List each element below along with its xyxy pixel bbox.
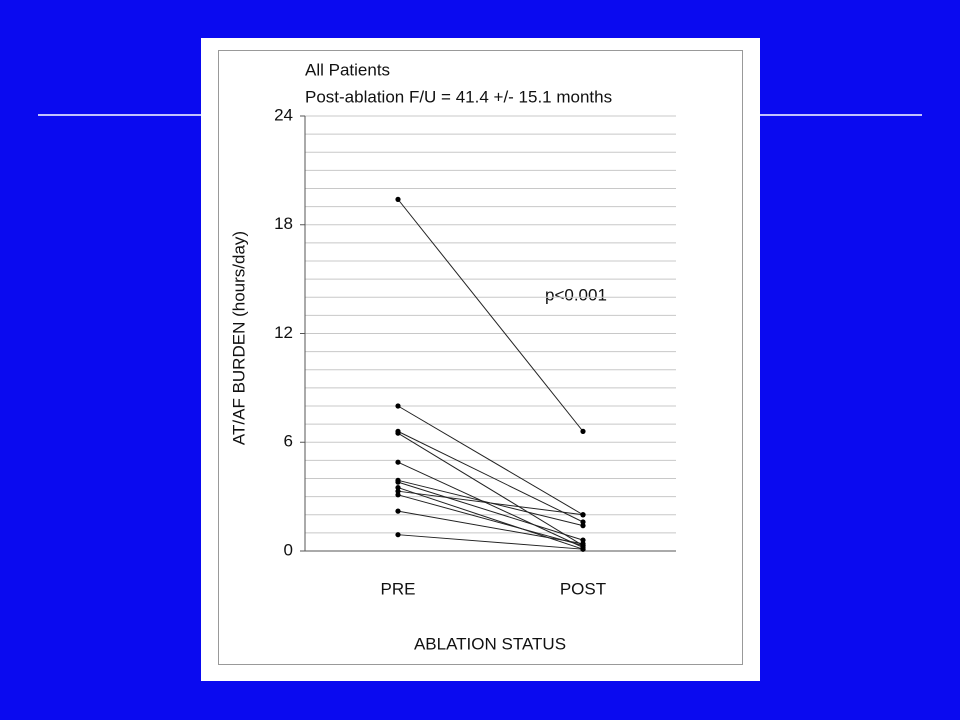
data-point [580, 512, 586, 518]
patient-line [397, 405, 584, 516]
y-tick-label: 18 [274, 214, 293, 233]
patient-line [397, 199, 584, 432]
patient-line [397, 510, 584, 545]
data-point [580, 523, 586, 529]
data-point [395, 430, 401, 436]
data-point [395, 488, 401, 494]
data-point [580, 428, 586, 434]
data-point [395, 532, 401, 538]
data-point [580, 546, 586, 552]
data-point [580, 537, 586, 543]
y-tick-label: 0 [284, 540, 293, 559]
patient-line [397, 487, 584, 550]
data-point [395, 508, 401, 514]
data-point [395, 484, 401, 491]
y-tick-label: 6 [284, 432, 293, 451]
y-axis-label: AT/AF BURDEN (hours/day) [229, 231, 248, 445]
x-axis-label: ABLATION STATUS [414, 634, 566, 653]
patient-line [397, 481, 584, 541]
x-tick-label: PRE [381, 579, 416, 598]
data-point [395, 196, 401, 202]
x-tick-label: POST [560, 579, 606, 598]
patient-line [397, 534, 584, 550]
patient-line [397, 461, 584, 548]
data-point [580, 519, 586, 525]
patient-line [397, 490, 584, 516]
chart-title: All Patients [305, 60, 390, 79]
patient-line [397, 432, 584, 546]
annotation: p<0.001 [545, 285, 607, 304]
patient-line [397, 430, 584, 523]
data-point [395, 492, 401, 498]
chart: All Patients Post-ablation F/U = 41.4 +/… [229, 60, 676, 653]
y-tick-label: 24 [274, 105, 293, 124]
data-point [395, 403, 401, 409]
data-point [580, 541, 586, 547]
chart-subtitle: Post-ablation F/U = 41.4 +/- 15.1 months [305, 87, 612, 106]
chart-frame [218, 50, 743, 665]
data-point [395, 479, 401, 485]
data-point [395, 459, 401, 465]
y-tick-label: 12 [274, 323, 293, 342]
chart-panel [201, 38, 760, 681]
patient-line [397, 494, 584, 547]
